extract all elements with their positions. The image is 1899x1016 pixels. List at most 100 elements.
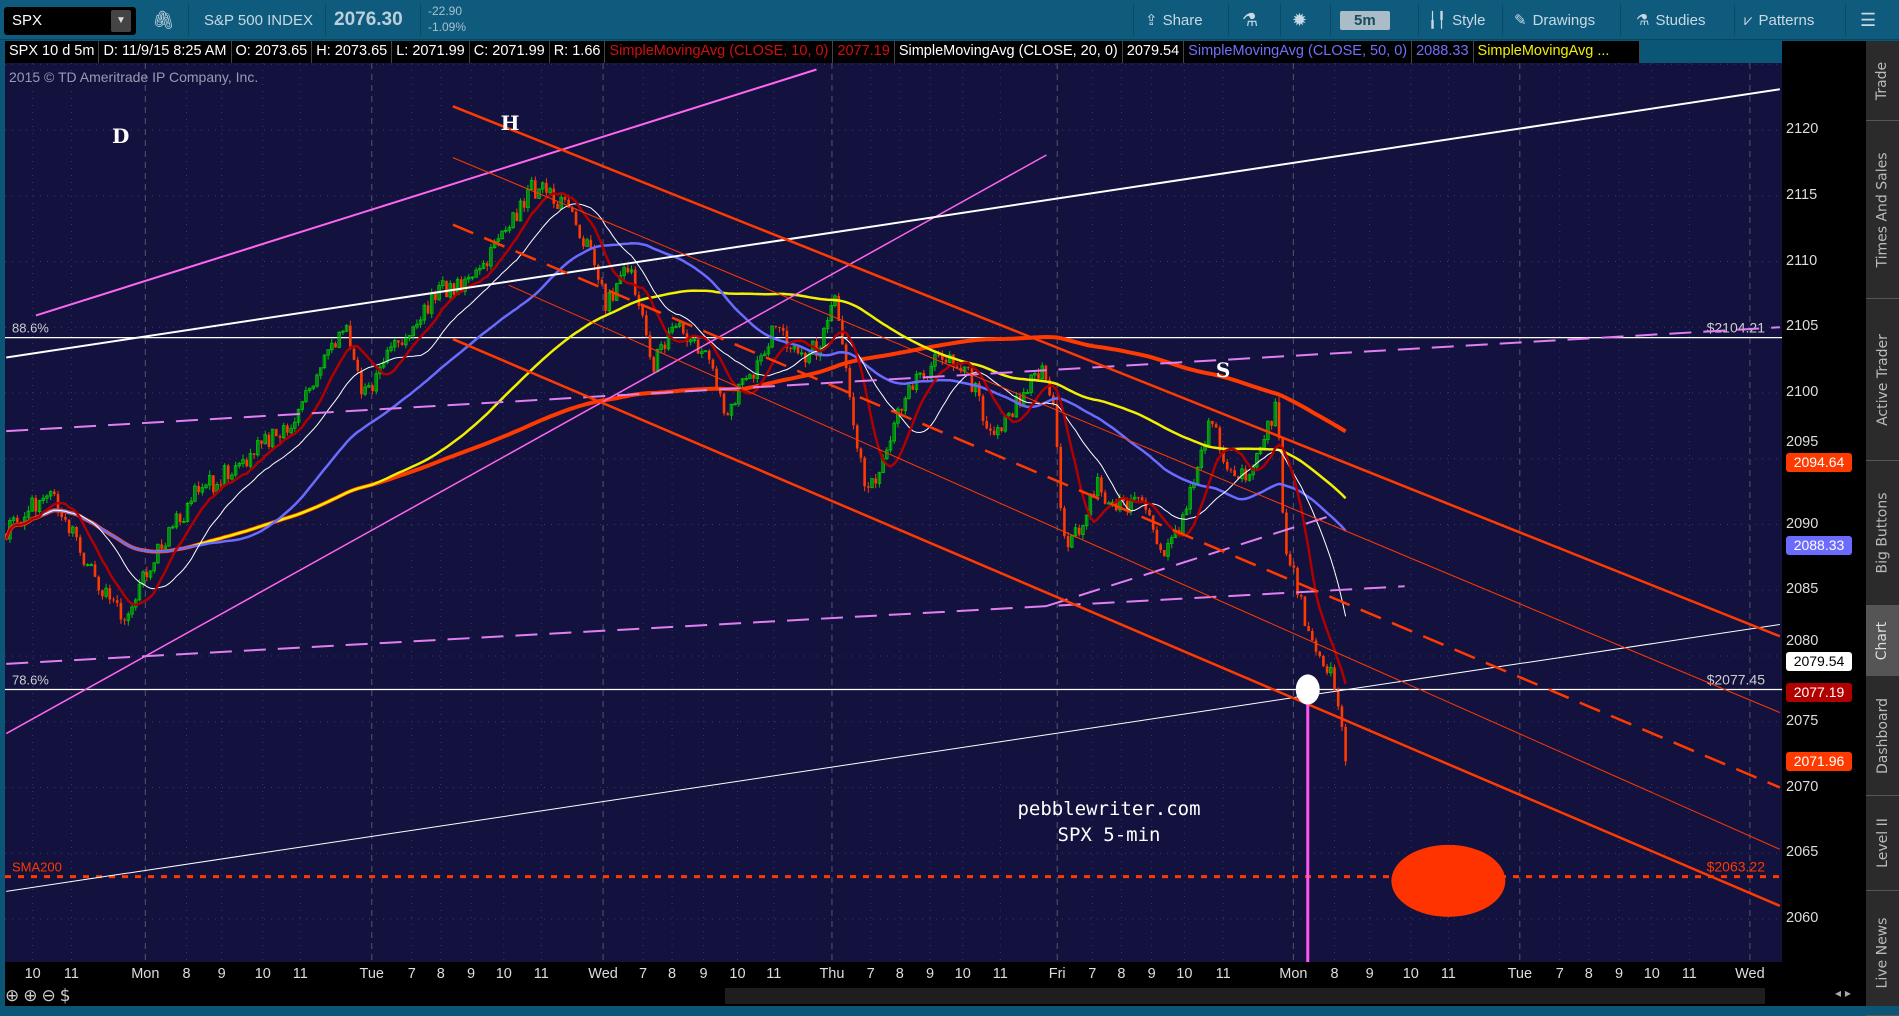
trendline	[6, 585, 1405, 665]
side-tab-big-buttons[interactable]: Big Buttons	[1866, 461, 1899, 606]
crosshair-icon[interactable]: ⊕	[5, 986, 24, 1006]
bar-high: H: 2073.65	[312, 41, 393, 63]
time-tick-label: 11	[533, 966, 549, 982]
horizontal-scrollbar[interactable]	[725, 988, 1765, 1004]
candle-up	[733, 403, 737, 406]
candle-up	[470, 276, 475, 279]
candle-down	[1148, 509, 1151, 516]
candle-down	[752, 374, 755, 379]
side-tab-times-and-sales[interactable]: Times And Sales	[1866, 121, 1899, 299]
time-tick-label: 7	[638, 966, 648, 982]
candle-down	[682, 323, 685, 334]
price-badge: 2079.54	[1786, 652, 1852, 672]
candle-up	[385, 349, 390, 363]
time-axis[interactable]: ⊕⊕⊖$ ◂ ▸	[5, 962, 1866, 1006]
candle-up	[441, 280, 445, 287]
study-sma20-label[interactable]: SimpleMovingAvg (CLOSE, 20, 0)	[895, 41, 1123, 63]
candle-down	[226, 465, 230, 480]
trendline	[6, 326, 1780, 433]
candle-down	[371, 385, 374, 392]
price-axis[interactable]	[1782, 41, 1866, 985]
trendline	[6, 623, 1780, 892]
candle-down	[267, 434, 271, 447]
gear-icon[interactable]: ✹	[1292, 9, 1308, 30]
candle-up	[540, 182, 545, 190]
time-tick-label: 7	[866, 966, 875, 982]
time-tick-label: 10	[24, 966, 41, 982]
sma-20-line	[5, 203, 1347, 617]
candle-up	[230, 474, 234, 480]
trendline	[452, 337, 1781, 907]
candle-up	[529, 179, 534, 191]
dollar-icon[interactable]: $	[59, 986, 75, 1006]
candle-down	[1059, 446, 1063, 509]
candle-down	[855, 425, 859, 449]
timeframe-button[interactable]: 5m	[1340, 0, 1390, 40]
candle-up	[1084, 514, 1089, 527]
candle-up	[48, 491, 53, 497]
zoom-out-icon[interactable]: ⊖	[41, 986, 60, 1006]
candle-down	[593, 248, 596, 266]
candle-up	[503, 229, 508, 232]
price-tick-label: 2100	[1786, 384, 1819, 400]
studies-button[interactable]: ⚗ Studies	[1636, 0, 1706, 40]
candle-up	[304, 390, 308, 403]
time-tick-label: Mon	[131, 966, 160, 982]
candle-down	[1281, 438, 1285, 513]
copyright-text: 2015 © TD Ameritrade IP Company, Inc.	[9, 69, 258, 85]
time-tick-label: 10	[1402, 966, 1419, 982]
candle-up	[614, 283, 619, 301]
candle-down	[563, 197, 567, 200]
candle-down	[937, 354, 940, 356]
time-tick-label: 10	[1176, 966, 1193, 982]
study-sma10-label[interactable]: SimpleMovingAvg (CLOSE, 10, 0)	[605, 41, 834, 63]
trendline	[35, 68, 817, 317]
price-tick-label: 2060	[1786, 910, 1819, 926]
side-tab-active-trader[interactable]: Active Trader	[1866, 299, 1899, 461]
candle-up	[818, 347, 822, 357]
candle-up	[367, 385, 371, 388]
drawings-button[interactable]: ✎ Drawings	[1514, 0, 1595, 40]
candle-down	[952, 354, 955, 367]
candle-down	[108, 588, 112, 600]
flask-icon[interactable]: ⚗	[1242, 9, 1259, 30]
side-tab-level-ii[interactable]: Level II	[1866, 796, 1899, 891]
share-button[interactable]: ⇪ Share	[1145, 0, 1203, 40]
chevron-down-icon[interactable]: ▼	[111, 10, 131, 32]
candle-up	[1206, 420, 1211, 445]
patterns-button[interactable]: ⩗ Patterns	[1744, 0, 1814, 40]
symbol-input[interactable]: SPX ▼	[4, 7, 136, 35]
study-sma-more-label[interactable]: SimpleMovingAvg ...	[1474, 41, 1641, 63]
menu-icon[interactable]: ☰	[1860, 9, 1877, 30]
scroll-arrows-icon[interactable]: ◂ ▸	[1835, 986, 1851, 1000]
percent-change: -1.09%	[428, 20, 467, 34]
candle-up	[152, 562, 156, 572]
trendline	[1046, 514, 1333, 607]
study-sma50-label[interactable]: SimpleMovingAvg (CLOSE, 50, 0)	[1184, 41, 1413, 63]
candle-up	[677, 322, 682, 327]
candle-down	[604, 283, 607, 311]
trendline	[452, 105, 1781, 638]
candle-up	[415, 323, 419, 328]
style-button[interactable]: ╽╿ Style	[1428, 0, 1485, 40]
side-tab-dashboard[interactable]: Dashboard	[1866, 676, 1899, 796]
side-tab-trade[interactable]: Trade	[1866, 41, 1899, 121]
candle-down	[349, 325, 352, 349]
price-tick-label: 2120	[1786, 121, 1819, 137]
candle-down	[722, 393, 726, 414]
candle-down	[633, 269, 637, 295]
candle-down	[1325, 666, 1329, 673]
candle-down	[397, 340, 400, 343]
candle-down	[82, 552, 86, 565]
candle-up	[1184, 508, 1189, 516]
bar-low: L: 2071.99	[392, 41, 470, 63]
zoom-in-icon[interactable]: ⊕	[23, 986, 42, 1006]
price-tick-label: 2085	[1786, 581, 1819, 598]
time-tick-label: Tue	[359, 966, 384, 982]
side-tab-chart[interactable]: Chart	[1866, 606, 1899, 676]
candle-up	[474, 269, 478, 278]
candle-down	[352, 348, 356, 360]
candle-up	[688, 339, 693, 343]
link-icon[interactable]: 🖇	[152, 9, 175, 30]
